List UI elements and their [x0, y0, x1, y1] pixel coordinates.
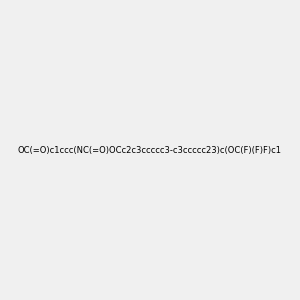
Text: OC(=O)c1ccc(NC(=O)OCc2c3ccccc3-c3ccccc23)c(OC(F)(F)F)c1: OC(=O)c1ccc(NC(=O)OCc2c3ccccc3-c3ccccc23… [18, 146, 282, 154]
